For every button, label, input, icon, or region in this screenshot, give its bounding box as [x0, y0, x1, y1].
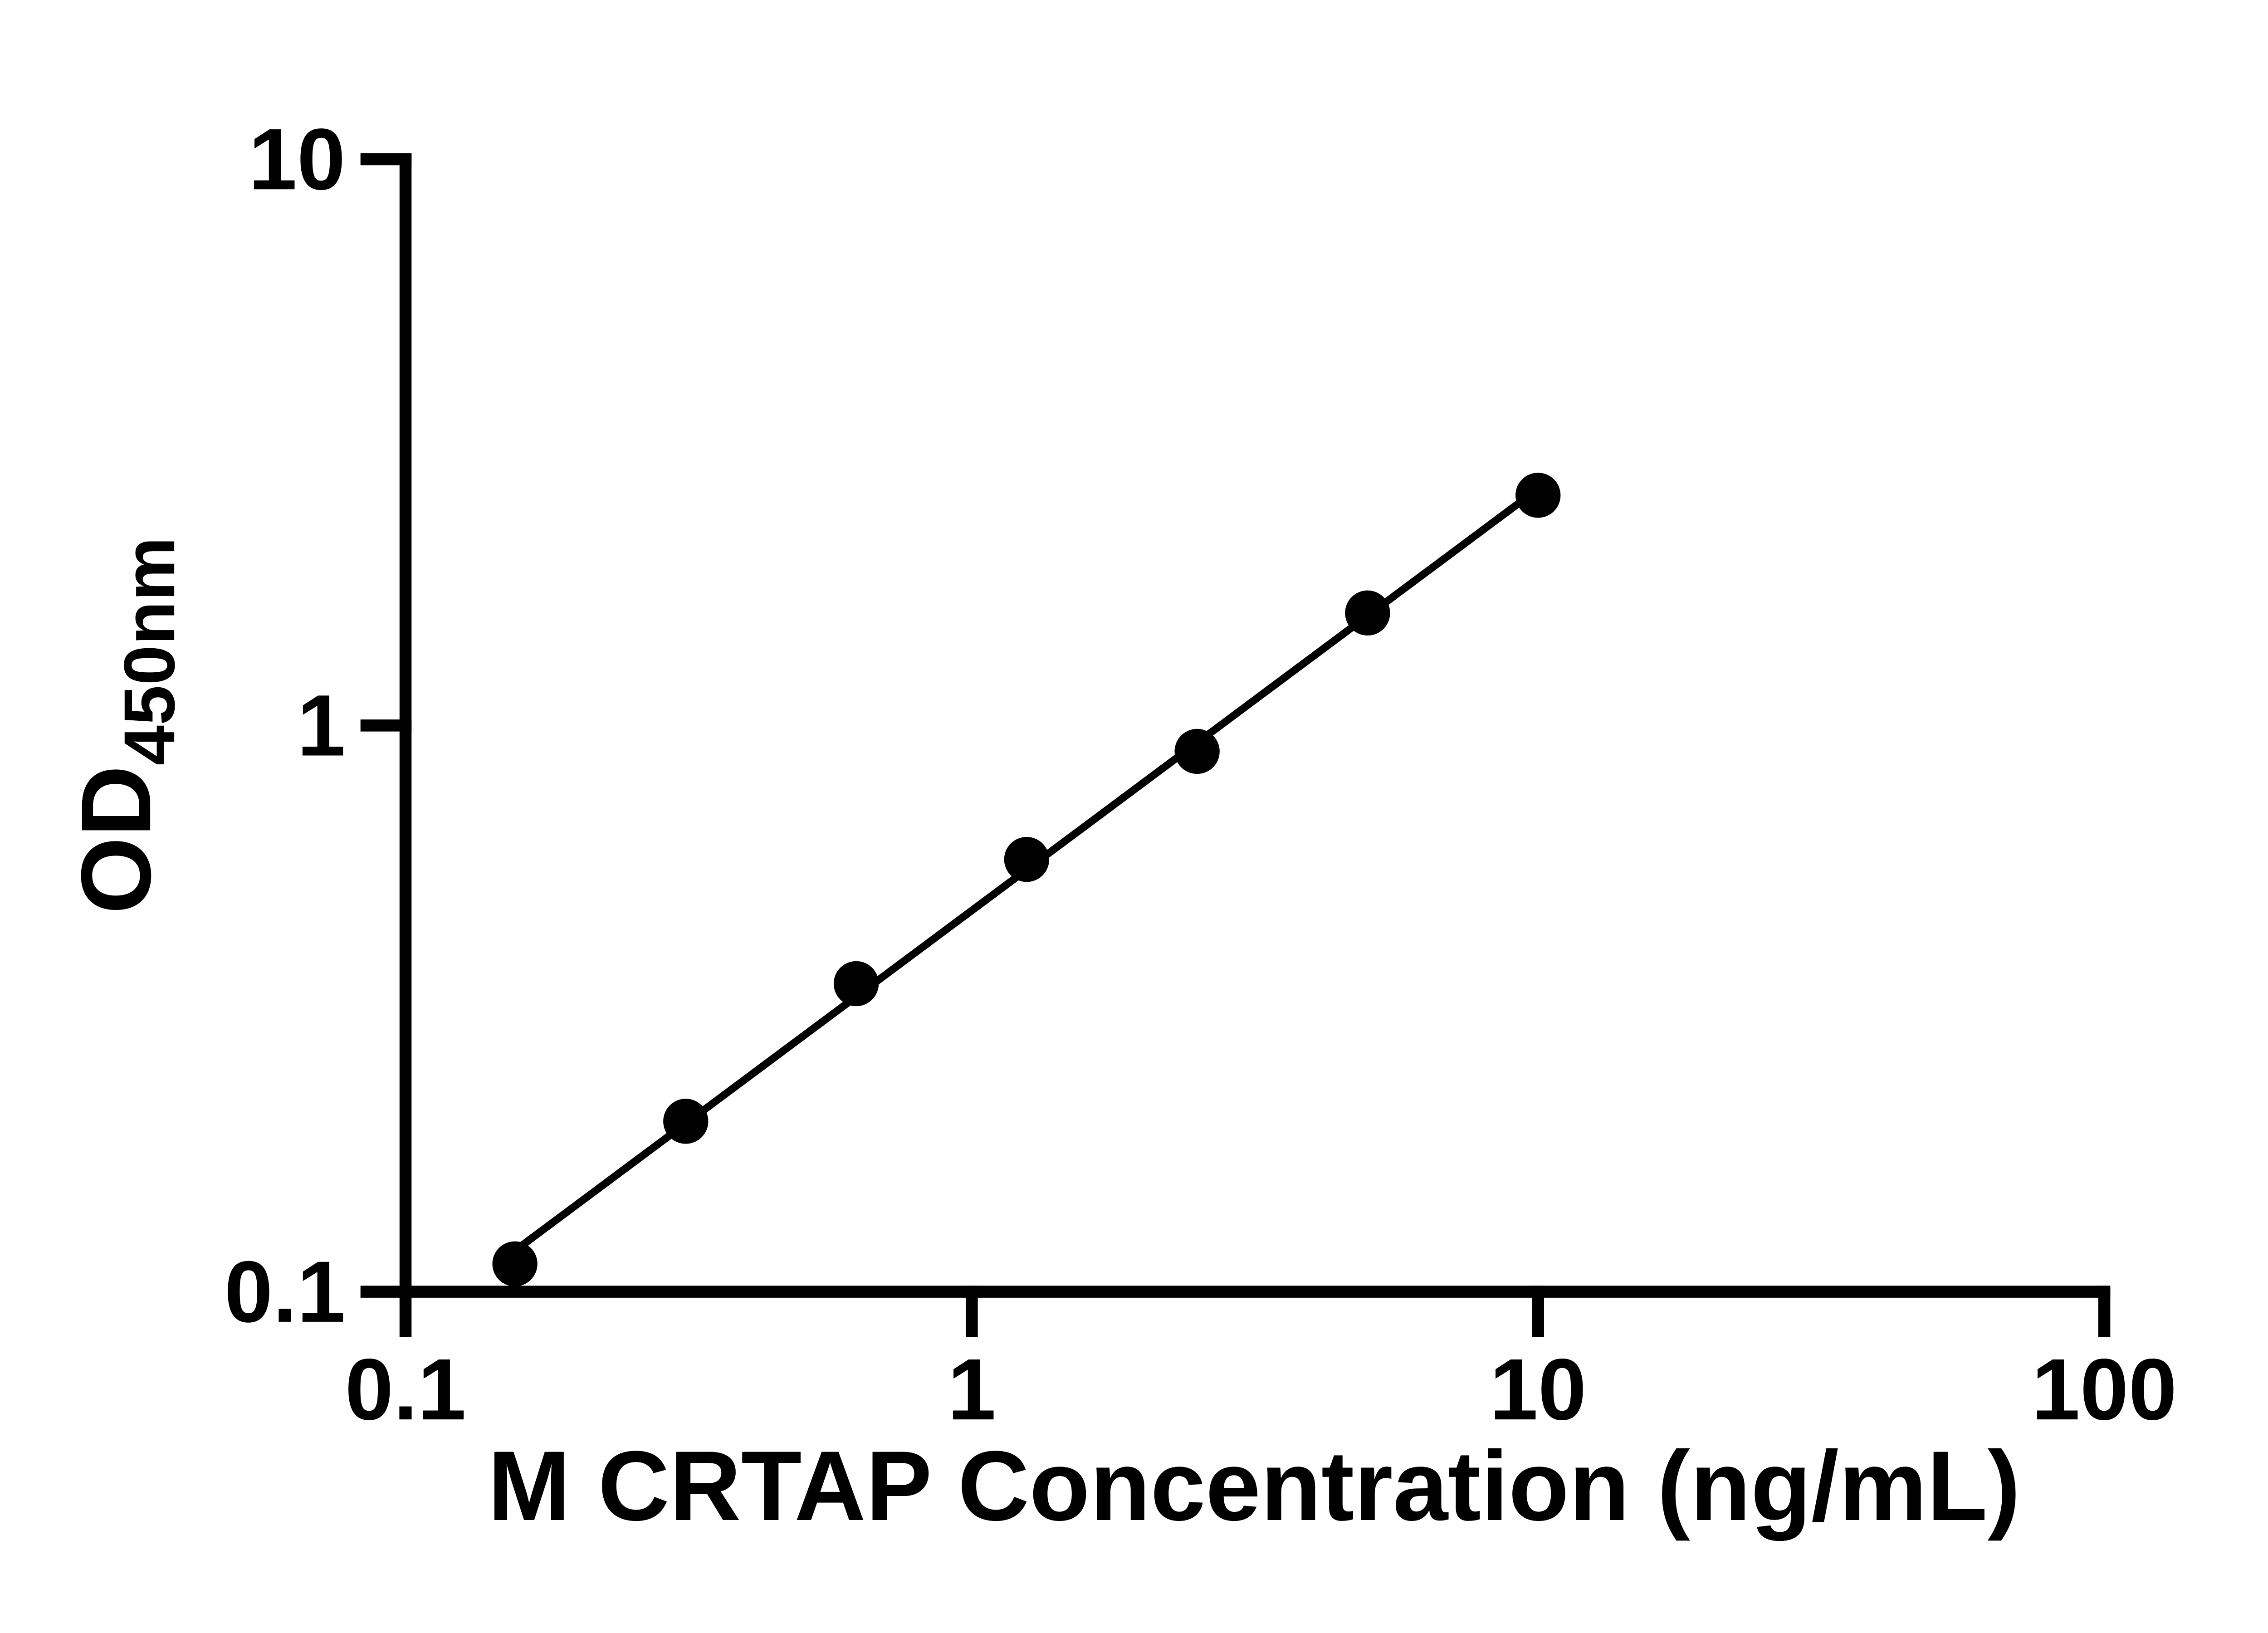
y-axis-label-subscript: 450nm — [109, 537, 190, 766]
data-point — [1345, 590, 1390, 636]
x-tick-label: 100 — [2032, 1340, 2177, 1438]
x-tick-label: 0.1 — [345, 1340, 466, 1438]
data-point — [833, 961, 879, 1007]
plot-layer: 0.1 1 10 100 0.1 1 10 — [225, 110, 2177, 1438]
data-point — [1174, 728, 1220, 774]
y-tick-label: 10 — [249, 110, 346, 208]
data-point — [492, 1241, 538, 1286]
x-tick-label: 10 — [1490, 1340, 1587, 1438]
data-point — [1515, 473, 1561, 518]
y-axis-label: OD450nm — [61, 537, 190, 914]
data-point — [1004, 836, 1050, 882]
y-tick-label: 1 — [297, 677, 346, 774]
x-axis-label: M CRTAP Concentration (ng/mL) — [488, 1431, 2020, 1541]
x-tick-label: 1 — [948, 1340, 996, 1438]
y-axis-label-main: OD — [61, 765, 171, 914]
y-tick-label: 0.1 — [225, 1243, 346, 1340]
data-point — [663, 1099, 709, 1144]
